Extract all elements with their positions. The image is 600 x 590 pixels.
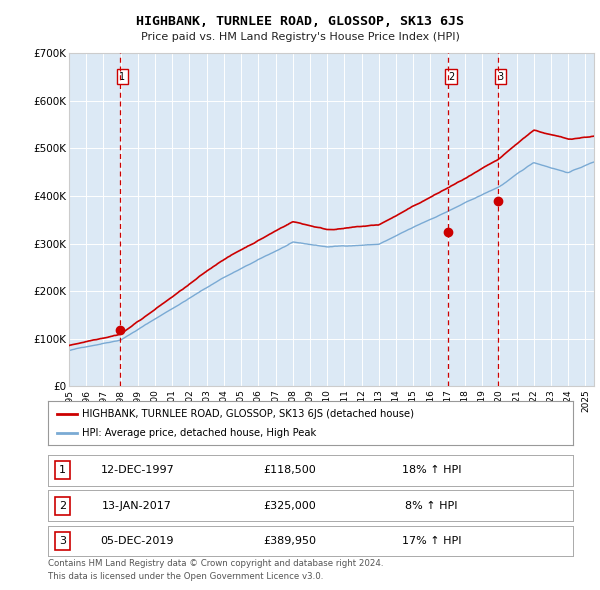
Text: £389,950: £389,950: [263, 536, 316, 546]
Text: 05-DEC-2019: 05-DEC-2019: [101, 536, 174, 546]
Text: 13-JAN-2017: 13-JAN-2017: [103, 501, 172, 510]
Text: 3: 3: [497, 72, 503, 82]
Text: 3: 3: [59, 536, 66, 546]
Text: HPI: Average price, detached house, High Peak: HPI: Average price, detached house, High…: [82, 428, 316, 438]
Text: 1: 1: [59, 466, 66, 475]
Text: 8% ↑ HPI: 8% ↑ HPI: [405, 501, 458, 510]
Text: 18% ↑ HPI: 18% ↑ HPI: [401, 466, 461, 475]
Text: Price paid vs. HM Land Registry's House Price Index (HPI): Price paid vs. HM Land Registry's House …: [140, 32, 460, 42]
Text: HIGHBANK, TURNLEE ROAD, GLOSSOP, SK13 6JS: HIGHBANK, TURNLEE ROAD, GLOSSOP, SK13 6J…: [136, 15, 464, 28]
Text: £118,500: £118,500: [263, 466, 316, 475]
Text: £325,000: £325,000: [263, 501, 316, 510]
Text: 2: 2: [59, 501, 66, 510]
Text: 1: 1: [119, 72, 125, 82]
Text: 17% ↑ HPI: 17% ↑ HPI: [401, 536, 461, 546]
Text: 2: 2: [448, 72, 454, 82]
Text: HIGHBANK, TURNLEE ROAD, GLOSSOP, SK13 6JS (detached house): HIGHBANK, TURNLEE ROAD, GLOSSOP, SK13 6J…: [82, 409, 414, 418]
Text: 12-DEC-1997: 12-DEC-1997: [100, 466, 174, 475]
Text: Contains HM Land Registry data © Crown copyright and database right 2024.
This d: Contains HM Land Registry data © Crown c…: [48, 559, 383, 581]
